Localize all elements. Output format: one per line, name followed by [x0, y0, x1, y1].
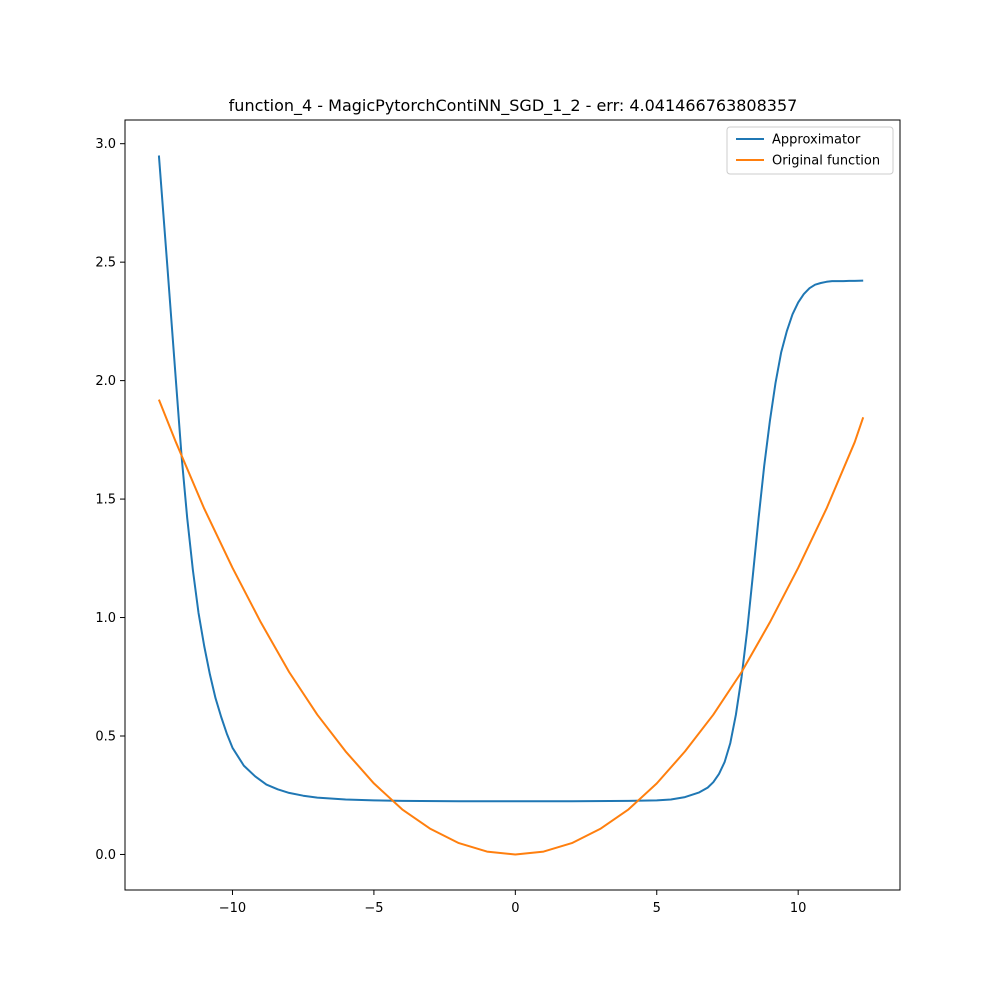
y-tick-label: 0.0	[95, 848, 116, 863]
x-tick-label: 5	[653, 901, 661, 916]
y-tick-label: 1.0	[95, 611, 116, 626]
y-tick-label: 1.5	[95, 493, 116, 508]
x-tick-label: 0	[511, 901, 519, 916]
series-line-1	[157, 399, 865, 856]
y-tick-label: 2.0	[95, 374, 116, 389]
y-axis: 0.0 0.5 1.0 1.5 2.0 2.5 3.0	[95, 137, 125, 863]
legend: Approximator Original function	[726, 126, 894, 175]
legend-box	[726, 126, 894, 175]
y-tick-label: 0.5	[95, 730, 116, 745]
axes-frame	[124, 119, 901, 891]
y-tick-label: 3.0	[95, 137, 116, 152]
y-tick-label: 2.5	[95, 256, 116, 271]
series-line-0	[157, 155, 864, 803]
legend-label: Original function	[772, 154, 880, 169]
plot-area	[157, 155, 865, 856]
x-tick-label: −10	[219, 901, 246, 916]
x-tick-label: 10	[790, 901, 807, 916]
chart-title: function_4 - MagicPytorchContiNN_SGD_1_2…	[229, 96, 798, 116]
x-tick-label: −5	[364, 901, 383, 916]
legend-label: Approximator	[772, 133, 861, 148]
x-axis: −10 −5 0 5 10	[219, 890, 807, 916]
